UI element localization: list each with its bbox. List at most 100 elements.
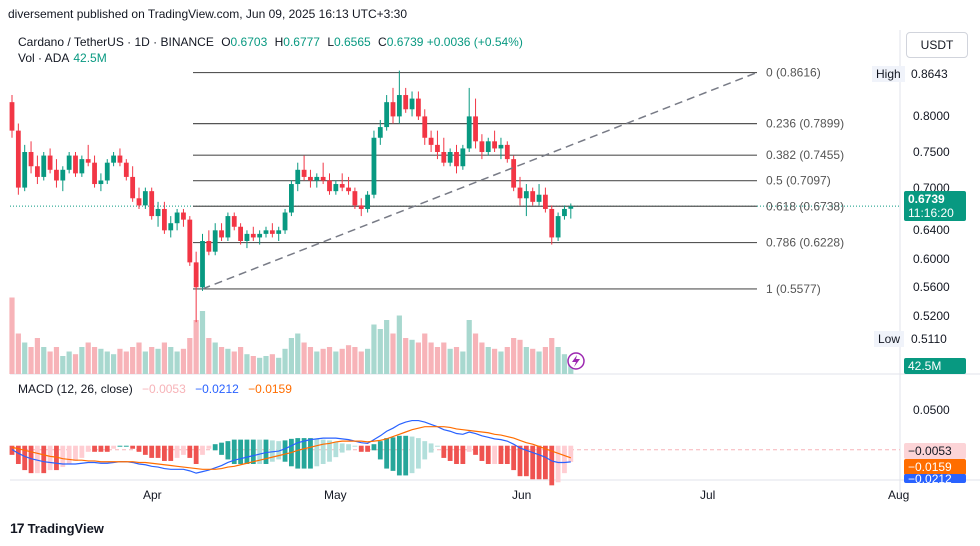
candle-body: [35, 166, 40, 177]
volume-bar: [34, 338, 40, 374]
x-label-apr: Apr: [143, 488, 162, 502]
chart-grid: [10, 30, 980, 500]
volume-bar: [180, 348, 187, 374]
volume-bar: [365, 348, 371, 374]
volume-bar: [415, 342, 421, 374]
high-value: 0.6777: [283, 35, 320, 49]
volume-bar: [9, 297, 15, 374]
candle-body: [555, 216, 561, 238]
candle-body: [485, 141, 491, 152]
volume-bar: [269, 354, 275, 374]
fib-retracement[interactable]: 0 (0.8616) 0.236 (0.7899) 0.382 (0.7455) 0.…: [193, 66, 844, 296]
macd-histogram-bar: [485, 445, 491, 464]
volume-bar: [130, 347, 136, 374]
candle-body: [435, 144, 440, 152]
candle-body: [168, 223, 174, 231]
macd-histogram-bar: [73, 445, 78, 461]
candle-body: [263, 230, 269, 234]
volume-bar: [466, 320, 472, 374]
currency-button[interactable]: USDT: [906, 32, 968, 58]
macd-histogram-bar: [435, 445, 440, 447]
volume-bar: [142, 351, 148, 374]
lightning-icon[interactable]: [567, 352, 585, 370]
publisher-header: diversement published on TradingView.com…: [8, 7, 408, 21]
volume-bar: [434, 347, 441, 374]
volume-bar: [15, 333, 21, 374]
volume-bar: [307, 347, 314, 374]
candle-body: [536, 194, 542, 202]
candle-body: [473, 116, 478, 142]
macd-histogram-bar: [54, 445, 59, 471]
candle-body: [530, 191, 536, 202]
trend-line[interactable]: [202, 71, 758, 370]
volume-label[interactable]: Vol · ADA: [18, 51, 70, 65]
macd-histogram-bar: [384, 438, 390, 469]
candle-body: [314, 176, 320, 181]
candle-body: [377, 127, 383, 138]
volume-bar: [66, 351, 72, 374]
candle-body: [187, 219, 193, 263]
volume-bar: [47, 351, 53, 374]
macd-histogram-bar: [403, 435, 409, 476]
macd-histogram-bar: [181, 445, 186, 455]
volume-bar: [41, 347, 47, 374]
macd-signal-line: [11, 426, 571, 470]
candle-body: [28, 152, 34, 167]
candle-body: [295, 169, 301, 185]
open-value: 0.6703: [230, 35, 268, 49]
macd-histogram-bar: [104, 445, 110, 452]
macd-histogram-bar: [308, 438, 313, 469]
candle-body: [403, 95, 409, 110]
candle-body: [123, 162, 129, 177]
candle-body: [142, 191, 148, 206]
symbol-name[interactable]: Cardano / TetherUS · 1D · BINANCE: [18, 35, 214, 49]
volume-bar: [85, 342, 91, 374]
candle-body: [269, 230, 275, 234]
footer-brand[interactable]: 17 TradingView: [10, 520, 104, 536]
x-label-jun: Jun: [512, 488, 532, 502]
macd-histogram-bar: [231, 439, 237, 464]
fib-level-label: 0.5 (0.7097): [766, 174, 831, 188]
volume-bar: [257, 357, 263, 374]
candle-body: [162, 208, 167, 231]
volume-bar: [447, 348, 453, 374]
macd-histogram-bar: [47, 445, 53, 471]
macd-histogram-bar: [511, 445, 517, 471]
candle-body: [73, 155, 78, 174]
volume-bar: [79, 347, 85, 374]
macd-label[interactable]: MACD (12, 26, close): [18, 382, 133, 396]
macd-histogram-bar: [98, 445, 104, 452]
candle-body: [117, 155, 123, 163]
macd-histogram-bar: [473, 445, 478, 455]
volume-bar: [371, 324, 377, 374]
macd-histogram-bar: [269, 440, 275, 462]
candle-body: [422, 116, 428, 138]
macd-histogram-bar: [346, 444, 351, 451]
volume-bar: [174, 351, 180, 374]
volume-bar: [409, 339, 415, 374]
candle-body: [104, 162, 110, 181]
macd-histogram-bar: [536, 445, 542, 480]
macd-histogram-bar: [41, 445, 47, 474]
macd-histogram-bar: [206, 445, 212, 449]
candle-body: [257, 233, 263, 238]
low-value: 0.6565: [334, 35, 371, 49]
candle-body: [238, 226, 243, 241]
volume-bar: [60, 356, 66, 374]
macd-histogram-bar: [396, 435, 402, 476]
volume-bar: [193, 320, 199, 374]
fib-level-label: 0.382 (0.7455): [766, 148, 844, 162]
candle-body: [193, 262, 199, 288]
volume-bar: [28, 347, 34, 374]
last-price-badge: 0.6739 11:16:20: [904, 191, 966, 221]
volume-bar: [53, 347, 60, 374]
macd-histogram-bar: [466, 445, 472, 452]
macd-histogram-bar: [441, 445, 447, 458]
candle-body: [460, 148, 466, 167]
candle-body: [289, 184, 294, 213]
volume-bar: [384, 320, 390, 374]
macd-histogram-bar: [263, 439, 269, 464]
close-label: C: [378, 35, 387, 49]
macd-axis-tick: 0.0500: [913, 403, 950, 417]
